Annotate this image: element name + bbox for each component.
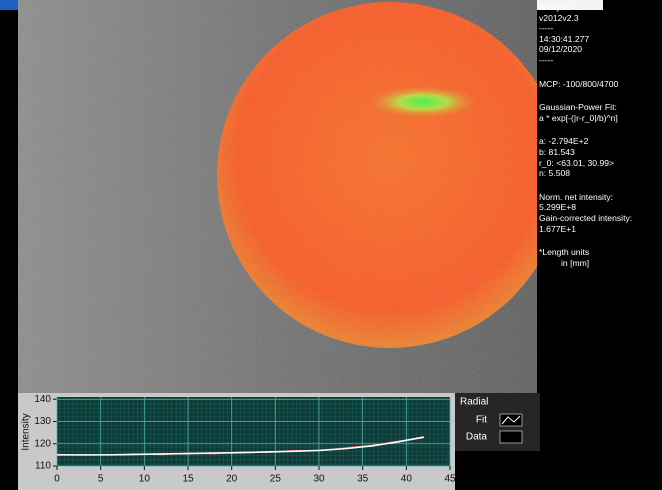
x-tick-label: 40: [401, 474, 413, 485]
info-line: b: 81.543: [539, 147, 661, 158]
chart-panel: [18, 393, 455, 490]
minor-grid: [57, 397, 450, 466]
x-tick-label: 20: [226, 474, 238, 485]
info-line: v2012v2.3: [539, 13, 661, 24]
legend-label: Fit: [476, 415, 487, 426]
x-tick-label: 5: [98, 474, 104, 485]
x-tick-label: 25: [270, 474, 282, 485]
x-tick-label: 0: [54, 474, 60, 485]
fit-line: [57, 437, 424, 455]
info-line: Gaussian-Power Fit:: [539, 102, 661, 113]
info-line: a * exp[-(|r-r_0|/b)^n]: [539, 113, 661, 124]
legend-icon: [502, 416, 520, 424]
info-line: r_0: <63.01, 30.99>: [539, 158, 661, 169]
info-line: 1.677E+1: [539, 224, 661, 235]
y-tick-label: 130: [34, 416, 51, 427]
info-group: MCP: -100/800/4700: [539, 79, 661, 90]
info-line: Gain-corrected intensity:: [539, 213, 661, 224]
legend-swatch: [500, 414, 522, 426]
info-line: Analysis: [539, 2, 661, 13]
plot-area: [57, 397, 450, 466]
legend-label: Data: [466, 432, 488, 443]
x-tick-label: 10: [139, 474, 151, 485]
data-line: [57, 438, 424, 455]
info-line: 09/12/2020: [539, 44, 661, 55]
y-axis-label: Intensity: [21, 413, 32, 450]
info-line: in [mm]: [539, 258, 661, 269]
info-line: n: 5.508: [539, 168, 661, 179]
x-tick-label: 45: [444, 474, 456, 485]
info-group: Gaussian-Power Fit:a * exp[-(|r-r_0|/b)^…: [539, 102, 661, 123]
detector-image: [18, 0, 537, 393]
app-window: Analysisv2012v2.3-----14:30:41.27709/12/…: [0, 0, 662, 490]
y-tick-label: 120: [34, 438, 51, 449]
legend: [455, 393, 540, 451]
legend-swatch: [500, 431, 522, 443]
image-noise: [18, 0, 537, 393]
info-line: -----: [539, 55, 661, 66]
info-line: Norm. net intensity:: [539, 192, 661, 203]
info-line: MCP: -100/800/4700: [539, 79, 661, 90]
x-tick-label: 35: [357, 474, 369, 485]
info-line: 5.299E+8: [539, 202, 661, 213]
x-tick-label: 15: [182, 474, 194, 485]
info-line: *Length units: [539, 247, 661, 258]
y-tick-label: 140: [34, 394, 51, 405]
info-line: -----: [539, 23, 661, 34]
legend-title: Radial: [460, 397, 488, 408]
x-tick-label: 30: [313, 474, 325, 485]
y-tick-label: 110: [35, 461, 51, 472]
info-line: a: -2.794E+2: [539, 136, 661, 147]
info-line: 14:30:41.277: [539, 34, 661, 45]
